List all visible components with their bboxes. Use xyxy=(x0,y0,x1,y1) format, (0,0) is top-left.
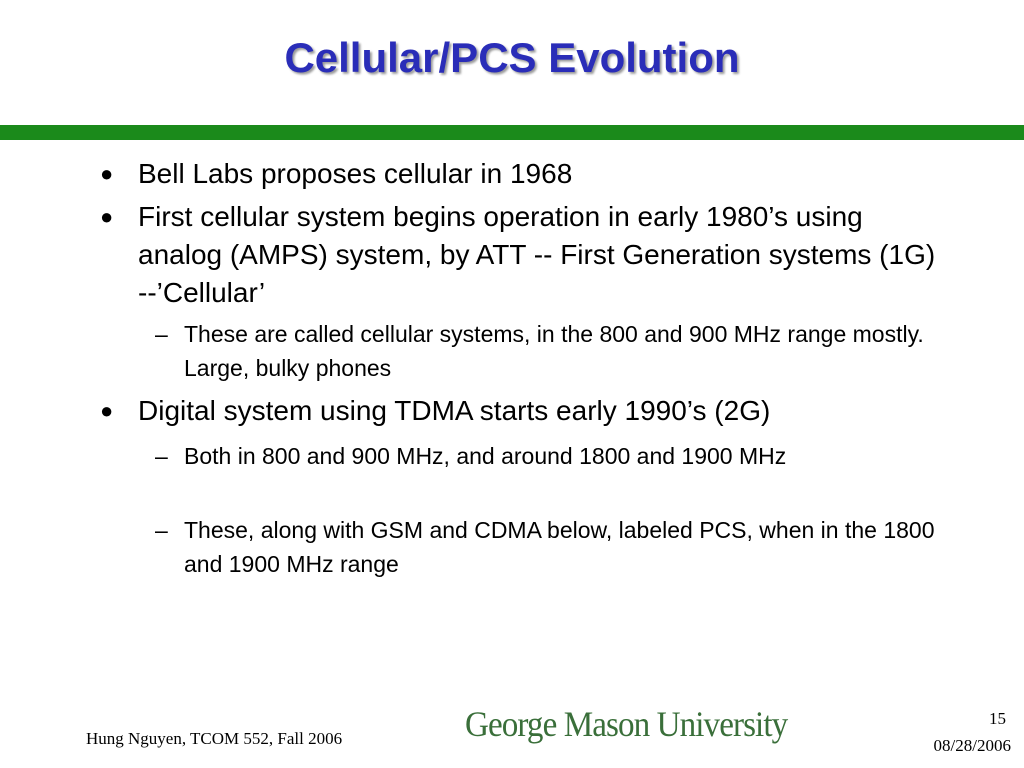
bullet-text: Bell Labs proposes cellular in 1968 xyxy=(138,158,573,189)
bullet-item: ● Digital system using TDMA starts early… xyxy=(100,392,940,430)
bullet-item: ● First cellular system begins operation… xyxy=(100,198,940,312)
bullet-marker: ● xyxy=(100,204,114,229)
bullet-marker: ● xyxy=(100,398,114,423)
subbullet-item: – Both in 800 and 900 MHz, and around 18… xyxy=(155,439,935,473)
title-divider xyxy=(0,125,1024,140)
footer-author: Hung Nguyen, TCOM 552, Fall 2006 xyxy=(86,729,343,748)
bullet-text: First cellular system begins operation i… xyxy=(138,201,936,308)
bullet-text: Digital system using TDMA starts early 1… xyxy=(138,395,771,426)
subbullet-text: These are called cellular systems, in th… xyxy=(184,321,924,381)
subbullet-text: These, along with GSM and CDMA below, la… xyxy=(184,517,935,577)
footer-date: 08/28/2006 xyxy=(933,736,1011,755)
subbullet-item: – These are called cellular systems, in … xyxy=(155,317,935,385)
bullet-item: ● Bell Labs proposes cellular in 1968 xyxy=(100,155,940,193)
subbullet-marker: – xyxy=(155,517,168,543)
subbullet-text: Both in 800 and 900 MHz, and around 1800… xyxy=(184,443,787,469)
subbullet-marker: – xyxy=(155,321,168,347)
subbullet-marker: – xyxy=(155,443,168,469)
university-logo: George Mason University xyxy=(465,704,788,744)
page-number: 15 xyxy=(989,709,1006,728)
bullet-marker: ● xyxy=(100,161,114,186)
subbullet-item: – These, along with GSM and CDMA below, … xyxy=(155,513,935,581)
slide-title: Cellular/PCS Evolution xyxy=(284,34,740,81)
